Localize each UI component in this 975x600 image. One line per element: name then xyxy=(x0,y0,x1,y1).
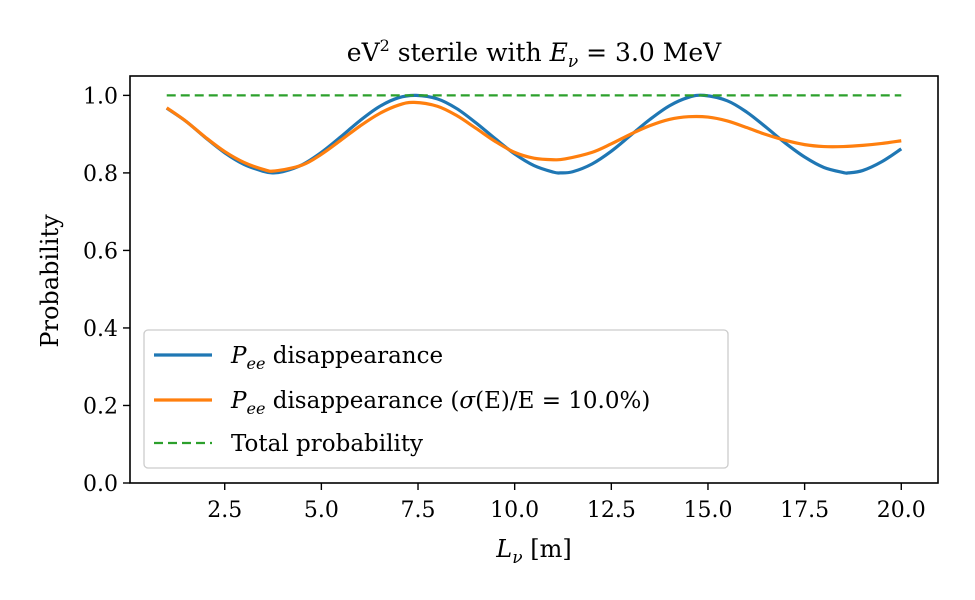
y-axis-label: Probability xyxy=(36,214,64,348)
y-axis-ticks: 0.0 0.2 0.4 0.6 0.8 1.0 xyxy=(83,84,130,497)
legend-box xyxy=(143,329,729,469)
x-tick-label: 10.0 xyxy=(490,498,539,523)
plot-frame xyxy=(129,75,939,484)
y-tick-label: 0.6 xyxy=(83,239,118,264)
y-tick-label: 0.2 xyxy=(83,394,118,419)
x-axis-label: Lν [m] xyxy=(495,535,571,568)
legend-label-pee-smeared: Pee disappearance (σ(E)/E = 10.0%) xyxy=(230,388,650,418)
legend-label-total: Total probability xyxy=(231,431,423,457)
series-line-pee xyxy=(165,93,903,175)
x-tick-label: 20.0 xyxy=(877,498,926,523)
x-tick-label: 12.5 xyxy=(587,498,636,523)
legend-label-pee: Pee disappearance xyxy=(230,343,443,373)
y-tick-label: 0.8 xyxy=(83,162,118,187)
x-tick-label: 17.5 xyxy=(780,498,829,523)
legend: Pee disappearance Pee disappearance (σ(E… xyxy=(143,329,729,469)
x-tick-label: 2.5 xyxy=(207,498,242,523)
chart-title: eV2 sterile with Eν = 3.0 MeV xyxy=(347,36,722,72)
x-axis-ticks: 2.5 5.0 7.5 10.0 12.5 15.0 17.5 20.0 xyxy=(207,483,926,523)
y-tick-label: 0.4 xyxy=(83,317,118,342)
series-line-pee-smeared xyxy=(165,100,902,173)
x-tick-label: 5.0 xyxy=(304,498,339,523)
x-tick-label: 15.0 xyxy=(683,498,732,523)
y-tick-label: 0.0 xyxy=(83,472,118,497)
x-tick-label: 7.5 xyxy=(401,498,436,523)
y-tick-label: 1.0 xyxy=(83,84,118,109)
plot-lines xyxy=(165,93,903,175)
